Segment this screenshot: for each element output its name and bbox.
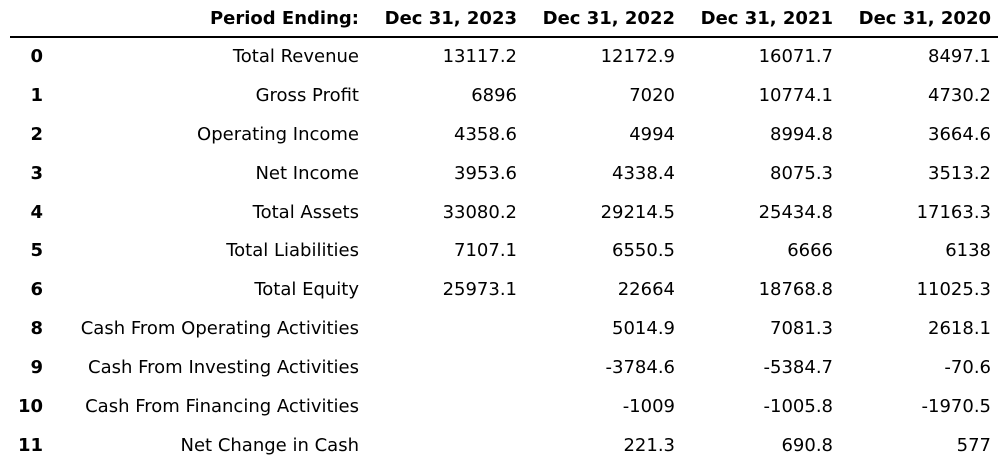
value-cell: 6666 [787,240,833,262]
value-cell: 3664.6 [928,123,991,145]
value-cell: 12172.9 [600,46,675,68]
row-label: Cash From Operating Activities [80,318,359,340]
financial-summary-table: Period Ending: Dec 31, 2023 Dec 31, 2022… [10,0,998,465]
value-cell: 10774.1 [758,84,833,106]
row-label: Net Change in Cash [180,434,359,456]
value-cell: 4358.6 [454,123,517,145]
value-cell: -70.6 [944,357,991,379]
table-row: 0 Total Revenue 13117.2 12172.9 16071.7 8497.… [10,37,998,76]
row-label: Net Income [255,162,359,184]
row-label: Cash From Financing Activities [85,395,359,417]
row-index: 3 [30,162,43,184]
row-index: 9 [30,357,43,379]
table-row: 9 Cash From Investing Activities -3784.6 -5… [10,348,998,387]
row-index: 5 [30,240,43,262]
value-cell: 7081.3 [770,318,833,340]
value-cell: 221.3 [623,434,675,456]
value-cell: 18768.8 [758,279,833,301]
value-cell: 3953.6 [454,162,517,184]
value-cell: -1005.8 [763,395,833,417]
value-cell: 4994 [629,123,675,145]
value-cell: 33080.2 [442,201,517,223]
row-index: 1 [30,84,43,106]
table-row: 1 Gross Profit 6896 7020 10774.1 4730.2 [10,76,998,115]
value-cell: -1009 [622,395,675,417]
value-cell: 7107.1 [454,240,517,262]
row-index: 2 [30,123,43,145]
row-index: 6 [30,279,43,301]
table-row: 4 Total Assets 33080.2 29214.5 25434.8 17163.… [10,193,998,232]
table-row: 5 Total Liabilities 7107.1 6550.5 6666 6138 [10,231,998,270]
value-cell: 8497.1 [928,46,991,68]
value-cell: 16071.7 [758,46,833,68]
row-index: 10 [17,395,43,417]
value-cell: 8075.3 [770,162,833,184]
value-cell: 25434.8 [758,201,833,223]
value-cell: 690.8 [781,434,833,456]
row-index: 4 [30,201,43,223]
row-label: Operating Income [197,123,359,145]
index-column-header [10,0,50,38]
table-row: 10 Cash From Financing Activities -1009 -10… [10,387,998,426]
row-label: Gross Profit [255,84,359,106]
value-cell: -3784.6 [605,357,675,379]
value-cell: 11025.3 [916,279,991,301]
value-cell: 6550.5 [612,240,675,262]
value-cell: 5014.9 [612,318,675,340]
row-index: 0 [30,46,43,68]
value-cell: -1970.5 [921,395,991,417]
value-cell: 6896 [471,84,517,106]
value-cell [366,426,524,465]
period-header: Dec 31, 2022 [524,0,682,38]
value-cell: 6138 [945,240,991,262]
period-ending-header: Period Ending: [50,0,366,38]
row-index: 8 [30,318,43,340]
period-header: Dec 31, 2021 [682,0,840,38]
value-cell: 8994.8 [770,123,833,145]
row-index: 11 [17,434,43,456]
value-cell: 7020 [629,84,675,106]
table-row: 11 Net Change in Cash 221.3 690.8 577 [10,426,998,465]
value-cell: -5384.7 [763,357,833,379]
row-label: Cash From Investing Activities [88,357,359,379]
table-row: 6 Total Equity 25973.1 22664 18768.8 11025.3 [10,270,998,309]
row-label: Total Assets [252,201,359,223]
value-cell: 29214.5 [600,201,675,223]
row-label: Total Revenue [232,46,359,68]
value-cell: 2618.1 [928,318,991,340]
table-body: 0 Total Revenue 13117.2 12172.9 16071.7 8497.… [10,37,998,465]
value-cell: 4338.4 [612,162,675,184]
row-label: Total Equity [254,279,359,301]
table-row: 2 Operating Income 4358.6 4994 8994.8 3664.6 [10,115,998,154]
value-cell: 577 [956,434,991,456]
value-cell: 17163.3 [916,201,991,223]
value-cell [366,348,524,387]
table-header: Period Ending: Dec 31, 2023 Dec 31, 2022… [10,0,998,38]
value-cell [366,387,524,426]
value-cell: 13117.2 [442,46,517,68]
value-cell: 25973.1 [442,279,517,301]
table-row: 8 Cash From Operating Activities 5014.9 708… [10,309,998,348]
value-cell [366,309,524,348]
period-header: Dec 31, 2020 [840,0,998,38]
value-cell: 3513.2 [928,162,991,184]
value-cell: 4730.2 [928,84,991,106]
period-header: Dec 31, 2023 [366,0,524,38]
table-row: 3 Net Income 3953.6 4338.4 8075.3 3513.2 [10,154,998,193]
value-cell: 22664 [617,279,675,301]
header-row: Period Ending: Dec 31, 2023 Dec 31, 2022… [10,0,998,38]
row-label: Total Liabilities [226,240,359,262]
